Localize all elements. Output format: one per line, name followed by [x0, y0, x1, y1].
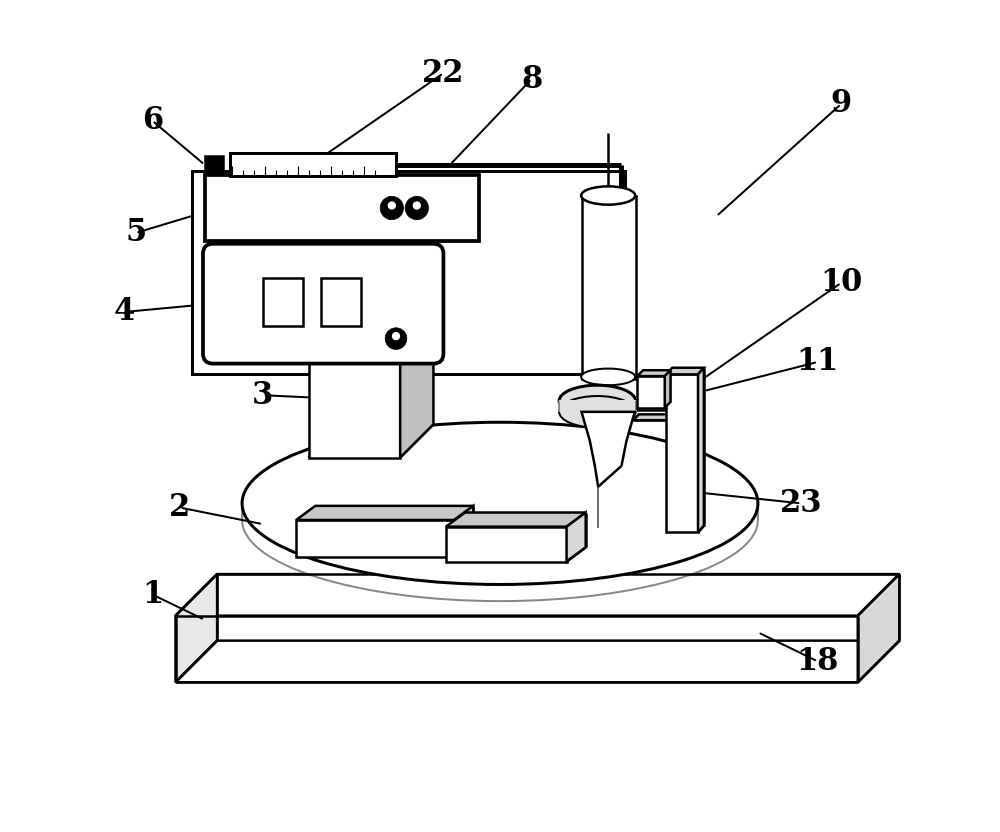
Text: 9: 9	[831, 88, 852, 120]
Polygon shape	[637, 370, 671, 376]
Bar	[666, 374, 698, 532]
Bar	[296, 520, 454, 557]
Polygon shape	[296, 506, 473, 520]
Ellipse shape	[242, 439, 758, 601]
Bar	[633, 410, 683, 420]
Ellipse shape	[581, 186, 635, 205]
Bar	[582, 196, 636, 379]
FancyBboxPatch shape	[203, 244, 443, 364]
Polygon shape	[176, 641, 899, 682]
Text: 5: 5	[125, 217, 146, 249]
Text: 2: 2	[169, 492, 190, 523]
Polygon shape	[666, 368, 704, 374]
Text: 23: 23	[780, 488, 822, 519]
Text: 18: 18	[797, 646, 839, 677]
Bar	[205, 175, 479, 241]
Polygon shape	[176, 574, 217, 682]
Text: 10: 10	[820, 267, 862, 299]
Circle shape	[385, 328, 407, 349]
Circle shape	[392, 332, 400, 340]
Polygon shape	[637, 376, 665, 408]
Text: 22: 22	[422, 57, 465, 89]
Text: 8: 8	[521, 63, 542, 95]
Polygon shape	[454, 506, 473, 557]
Circle shape	[380, 196, 403, 220]
Bar	[559, 400, 636, 412]
Bar	[192, 171, 625, 374]
Polygon shape	[633, 414, 689, 420]
Polygon shape	[309, 424, 433, 458]
Circle shape	[388, 201, 396, 210]
Polygon shape	[665, 370, 671, 408]
Bar	[230, 153, 396, 176]
Text: 6: 6	[142, 105, 163, 136]
Ellipse shape	[559, 385, 636, 417]
Polygon shape	[446, 513, 586, 527]
Bar	[446, 527, 567, 562]
Circle shape	[405, 196, 428, 220]
Ellipse shape	[559, 396, 636, 428]
Polygon shape	[582, 412, 635, 487]
Bar	[263, 278, 303, 326]
Ellipse shape	[242, 423, 758, 584]
Text: 1: 1	[142, 579, 164, 611]
Bar	[205, 156, 223, 174]
Polygon shape	[400, 324, 433, 458]
Polygon shape	[309, 324, 433, 358]
Polygon shape	[176, 574, 899, 616]
Text: 4: 4	[113, 296, 135, 328]
Bar	[321, 278, 361, 326]
Polygon shape	[633, 405, 689, 411]
Circle shape	[413, 201, 421, 210]
Polygon shape	[567, 513, 586, 562]
Polygon shape	[309, 358, 400, 458]
Text: 11: 11	[797, 346, 839, 378]
Polygon shape	[858, 574, 899, 682]
Text: 3: 3	[252, 379, 274, 411]
Ellipse shape	[581, 369, 635, 385]
Polygon shape	[698, 368, 704, 532]
